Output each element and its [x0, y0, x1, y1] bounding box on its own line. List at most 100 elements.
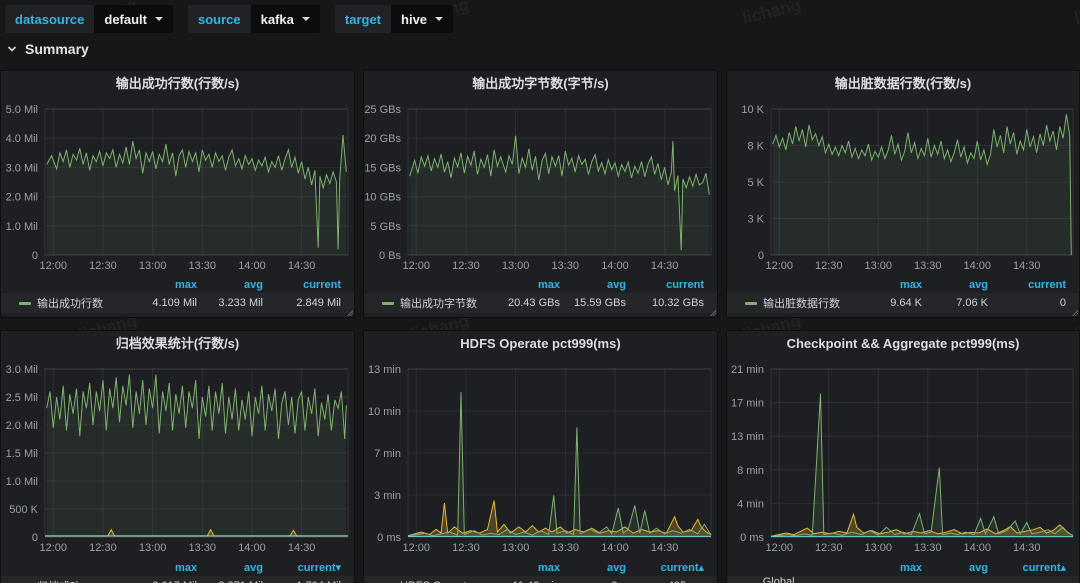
legend-series-name[interactable]: 归档成功 [37, 578, 81, 583]
panel-title[interactable]: 输出成功字节数(字节/s) [364, 71, 717, 96]
legend-col-current[interactable]: current▴ [626, 561, 704, 574]
svg-text:13:00: 13:00 [865, 542, 893, 554]
svg-text:14:30: 14:30 [288, 260, 316, 272]
variable-dropdown-datasource[interactable]: default [94, 5, 173, 33]
svg-text:14:30: 14:30 [1013, 542, 1041, 554]
svg-text:7 min: 7 min [374, 448, 401, 460]
svg-text:14:00: 14:00 [601, 260, 629, 272]
svg-text:0 ms: 0 ms [740, 532, 764, 544]
panel-title[interactable]: 输出脏数据行数(行数/s) [727, 71, 1079, 96]
svg-text:12:30: 12:30 [815, 260, 843, 272]
panel-resize-handle[interactable] [346, 309, 353, 316]
legend-col-current[interactable]: current▾ [263, 561, 341, 574]
legend-series-name[interactable]: 输出成功行数 [37, 295, 103, 311]
legend-col-current[interactable]: current▴ [988, 561, 1066, 574]
legend-row: 输出成功字节数 20.43 GBs 15.59 GBs 10.32 GBs [364, 293, 717, 313]
svg-text:12:30: 12:30 [89, 260, 117, 272]
legend-row: HDFS Operate 11.48 min 3 s 495 ms [364, 576, 717, 583]
svg-text:2.5 Mil: 2.5 Mil [6, 392, 38, 404]
svg-text:3 K: 3 K [747, 214, 764, 226]
svg-text:14:00: 14:00 [601, 542, 629, 554]
svg-text:15 GBs: 15 GBs [364, 162, 401, 174]
svg-text:5 K: 5 K [747, 177, 764, 189]
legend-col-max[interactable]: max [121, 562, 197, 574]
legend-current-value: 2.849 Mil [263, 297, 341, 309]
section-summary-toggle[interactable]: Summary [6, 41, 89, 57]
legend-col-max[interactable]: max [846, 562, 922, 574]
svg-text:2.0 Mil: 2.0 Mil [6, 192, 38, 204]
variable-target: target hive [335, 5, 453, 33]
legend-col-avg[interactable]: avg [922, 279, 988, 291]
series-color-dash-icon [745, 302, 757, 305]
legend-col-max[interactable]: max [846, 279, 922, 291]
legend: max avg current▾ 归档成功 3.017 Mil 2.371 Mi… [1, 559, 354, 583]
variable-dropdown-source[interactable]: kafka [251, 5, 320, 33]
svg-text:13:30: 13:30 [189, 542, 217, 554]
svg-text:500 K: 500 K [9, 504, 38, 516]
legend-col-avg[interactable]: avg [560, 562, 626, 574]
legend-col-avg[interactable]: avg [922, 562, 988, 574]
legend-current-value: 0 [988, 297, 1066, 309]
legend-col-current[interactable]: current [626, 279, 704, 291]
svg-text:13:00: 13:00 [502, 542, 530, 554]
legend-col-max[interactable]: max [484, 279, 560, 291]
time-series-chart[interactable]: 0 Bs5 GBs10 GBs15 GBs20 GBs25 GBs12:0012… [364, 97, 717, 273]
panel-archive-effect: 归档效果统计(行数/s) 0500 K1.0 Mil1.5 Mil2.0 Mil… [0, 330, 355, 583]
panel-output-success-bytes: 输出成功字节数(字节/s) 0 Bs5 GBs10 GBs15 GBs20 GB… [363, 70, 718, 318]
svg-text:3.0 Mil: 3.0 Mil [6, 364, 38, 376]
svg-text:12:30: 12:30 [452, 260, 480, 272]
panel-title[interactable]: 归档效果统计(行数/s) [1, 331, 354, 356]
panel-title[interactable]: 输出成功行数(行数/s) [1, 71, 354, 96]
legend-col-avg[interactable]: avg [197, 562, 263, 574]
svg-text:0 Bs: 0 Bs [379, 250, 402, 262]
legend-col-avg[interactable]: avg [197, 279, 263, 291]
legend-col-max[interactable]: max [484, 562, 560, 574]
svg-text:10 min: 10 min [368, 406, 401, 418]
svg-text:0: 0 [32, 250, 38, 262]
svg-text:1.0 Mil: 1.0 Mil [6, 221, 38, 233]
time-series-chart[interactable]: 0 ms4 min8 min13 min17 min21 min12:0012:… [727, 357, 1079, 555]
legend-col-current[interactable]: current [988, 279, 1066, 291]
panel-title[interactable]: Checkpoint && Aggregate pct999(ms) [727, 331, 1079, 356]
svg-text:14:30: 14:30 [288, 542, 316, 554]
svg-text:12:30: 12:30 [815, 542, 843, 554]
legend-series-name[interactable]: 输出脏数据行数 [763, 295, 840, 311]
legend-series-name[interactable]: 输出成功字节数 [400, 295, 477, 311]
legend-row: 输出脏数据行数 9.64 K 7.06 K 0 [727, 293, 1079, 313]
panel-resize-handle[interactable] [1071, 309, 1078, 316]
legend-col-current[interactable]: current [263, 279, 341, 291]
legend-row: Global Aggregate 600 ms 1 s 0 [727, 576, 1079, 583]
legend-series-name[interactable]: Global Aggregate [763, 576, 846, 583]
svg-text:12:30: 12:30 [452, 542, 480, 554]
svg-text:3 min: 3 min [374, 490, 401, 502]
series-color-dash-icon [19, 302, 31, 305]
variable-dropdown-target[interactable]: hive [391, 5, 453, 33]
legend-max-value: 9.64 K [846, 297, 922, 309]
time-series-chart[interactable]: 01.0 Mil2.0 Mil3.0 Mil4.0 Mil5.0 Mil12:0… [1, 97, 354, 273]
svg-text:25 GBs: 25 GBs [364, 104, 401, 116]
variable-label-source: source [188, 5, 251, 33]
chevron-down-icon [6, 43, 18, 55]
legend-col-max[interactable]: max [121, 279, 197, 291]
svg-text:4.0 Mil: 4.0 Mil [6, 133, 38, 145]
legend: max avg current 输出脏数据行数 9.64 K 7.06 K 0 [727, 276, 1079, 313]
panel-title[interactable]: HDFS Operate pct999(ms) [364, 331, 717, 356]
panel-output-success-rows: 输出成功行数(行数/s) 01.0 Mil2.0 Mil3.0 Mil4.0 M… [0, 70, 355, 318]
svg-text:14:30: 14:30 [1013, 260, 1041, 272]
time-series-chart[interactable]: 03 K5 K8 K10 K12:0012:3013:0013:3014:001… [727, 97, 1079, 273]
time-series-chart[interactable]: 0 ms3 min7 min10 min13 min12:0012:3013:0… [364, 357, 717, 555]
legend-avg-value: 15.59 GBs [560, 297, 626, 309]
svg-text:12:00: 12:00 [403, 542, 431, 554]
svg-text:8 min: 8 min [737, 465, 764, 477]
svg-text:21 min: 21 min [731, 364, 764, 376]
panel-resize-handle[interactable] [709, 309, 716, 316]
variable-label-target: target [335, 5, 391, 33]
legend: max avg current▴ HDFS Operate 11.48 min … [364, 559, 717, 583]
svg-text:14:00: 14:00 [238, 542, 266, 554]
variable-datasource: datasource default [5, 5, 173, 33]
time-series-chart[interactable]: 0500 K1.0 Mil1.5 Mil2.0 Mil2.5 Mil3.0 Mi… [1, 357, 354, 555]
variable-source: source kafka [188, 5, 320, 33]
svg-text:14:30: 14:30 [651, 542, 679, 554]
legend: max avg current▴ Global Aggregate 600 ms… [727, 559, 1079, 583]
legend-col-avg[interactable]: avg [560, 279, 626, 291]
